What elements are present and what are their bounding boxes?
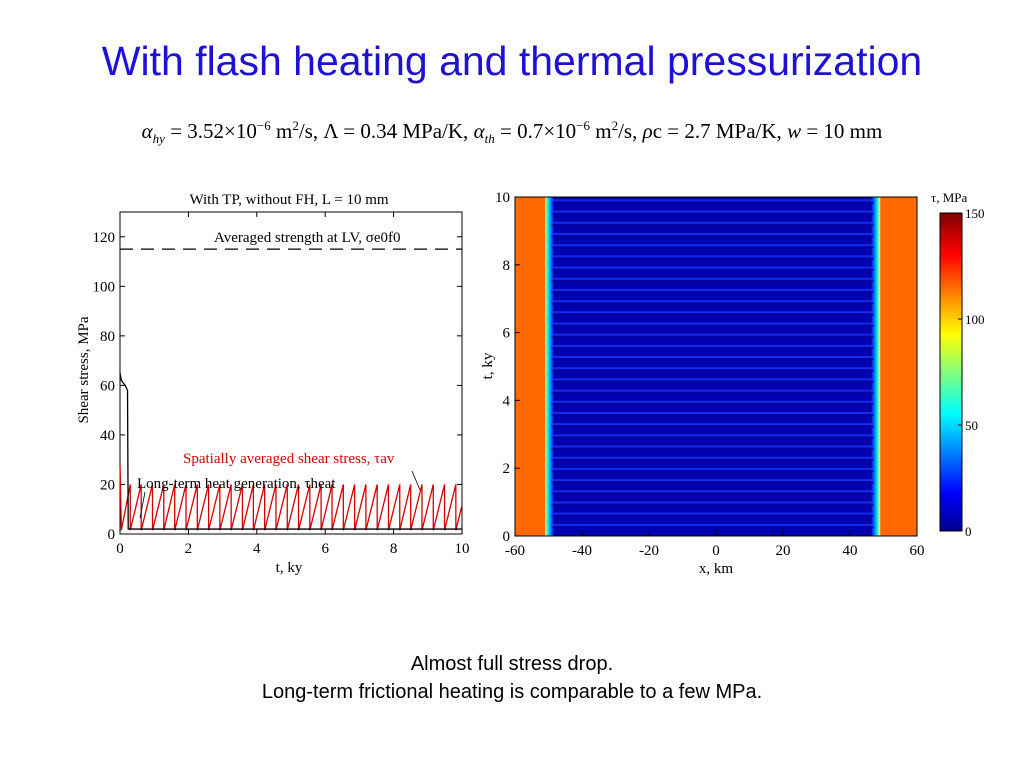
right-y-tick-label: 4 <box>503 393 511 409</box>
right-x-tick-label: 40 <box>843 543 858 559</box>
rhoc-value: 2.7 <box>684 119 711 143</box>
colorbar-tick-label: 150 <box>965 206 985 221</box>
left-y-ticks: 0 20 40 60 80 100 120 <box>93 230 462 543</box>
left-y-label: Shear stress, MPa <box>76 316 92 423</box>
right-y-label: t, ky <box>480 352 496 379</box>
left-series-group <box>119 248 463 531</box>
left-chart-title: With TP, without FH, L = 10 mm <box>189 192 388 208</box>
shear-annotation: Spatially averaged shear stress, τav <box>183 451 395 467</box>
heat-annotation: Long-term heat generation, τheat <box>137 476 336 492</box>
right-x-tick-label: -40 <box>572 543 592 559</box>
left-y-tick-label: 20 <box>100 477 115 493</box>
colorbar-tick-label: 100 <box>965 312 985 327</box>
shear-annotation-pointer <box>411 470 421 491</box>
alpha-hy-value: 3.52×10 <box>187 119 257 143</box>
left-y-tick-label: 120 <box>93 230 116 246</box>
colorbar-label: τ, MPa <box>931 190 968 205</box>
colorbar <box>939 212 963 532</box>
right-y-tick-label: 10 <box>495 190 510 206</box>
left-x-ticks: 0 2 4 6 8 10 <box>116 212 470 557</box>
heatmap-left-front <box>545 197 555 536</box>
heatmap-region-0 <box>515 197 546 536</box>
left-x-tick-label: 2 <box>185 541 193 557</box>
left-y-tick-label: 0 <box>108 527 116 543</box>
left-y-tick-label: 80 <box>100 329 115 345</box>
colorbar-tick-label: 50 <box>965 418 978 433</box>
right-y-tick-label: 2 <box>503 461 511 477</box>
figure-panels: With TP, without FH, L = 10 mm 0 2 4 6 8 10 0… <box>76 190 985 577</box>
alpha-th-value: 0.7×10 <box>517 119 577 143</box>
stress-time-chart: With TP, without FH, L = 10 mm 0 2 4 6 8 10 0… <box>76 192 470 576</box>
colorbar-ticks: 0 50 100 150 <box>958 206 985 539</box>
right-x-ticks: -60 -40 -20 0 20 40 60 <box>505 531 925 559</box>
w-value: 10 <box>823 119 845 143</box>
left-x-tick-label: 6 <box>321 541 329 557</box>
right-x-tick-label: 20 <box>776 543 791 559</box>
heat-annotation-pointer <box>139 491 146 519</box>
colorbar-tick-label: 0 <box>965 524 972 539</box>
lambda-value: 0.34 <box>360 119 398 143</box>
heatmap-region-2 <box>880 197 917 536</box>
heat-series-line <box>119 372 462 530</box>
left-y-tick-label: 40 <box>100 428 115 444</box>
left-x-tick-label: 8 <box>390 541 398 557</box>
left-y-tick-label: 100 <box>93 279 116 295</box>
caption: Almost full stress drop. Long-term frict… <box>0 650 1024 706</box>
slide-title: With flash heating and thermal pressuriz… <box>101 38 923 84</box>
right-x-tick-label: -60 <box>505 543 525 559</box>
right-x-label: x, km <box>699 561 734 577</box>
left-x-tick-label: 10 <box>455 541 470 557</box>
right-y-ticks: 0 2 4 6 8 10 <box>495 190 520 545</box>
right-y-tick-label: 6 <box>503 326 511 342</box>
right-x-tick-label: 60 <box>910 543 925 559</box>
left-y-tick-label: 60 <box>100 378 115 394</box>
heatmap-body <box>515 197 917 536</box>
left-x-tick-label: 0 <box>116 541 124 557</box>
left-x-label: t, ky <box>276 560 303 576</box>
caption-line-2: Long-term frictional heating is comparab… <box>261 681 763 703</box>
parameter-equation: αhy = 3.52×10−6 m2/s, Λ = 0.34 MPa/K, αt… <box>141 118 883 147</box>
left-x-tick-label: 4 <box>253 541 261 557</box>
right-y-tick-label: 0 <box>503 529 511 545</box>
strength-annotation: Averaged strength at LV, σe0f0 <box>214 230 401 246</box>
right-x-tick-label: 0 <box>712 543 720 559</box>
shear-series-line <box>119 464 463 531</box>
right-x-tick-label: -20 <box>639 543 659 559</box>
right-y-tick-label: 8 <box>503 258 511 274</box>
caption-line-1: Almost full stress drop. <box>410 653 614 675</box>
heatmap-chart: -60 -40 -20 0 20 40 60 0 2 4 6 8 10 x, km t, ky τ, … <box>480 190 985 577</box>
heatmap-right-front <box>871 197 881 536</box>
